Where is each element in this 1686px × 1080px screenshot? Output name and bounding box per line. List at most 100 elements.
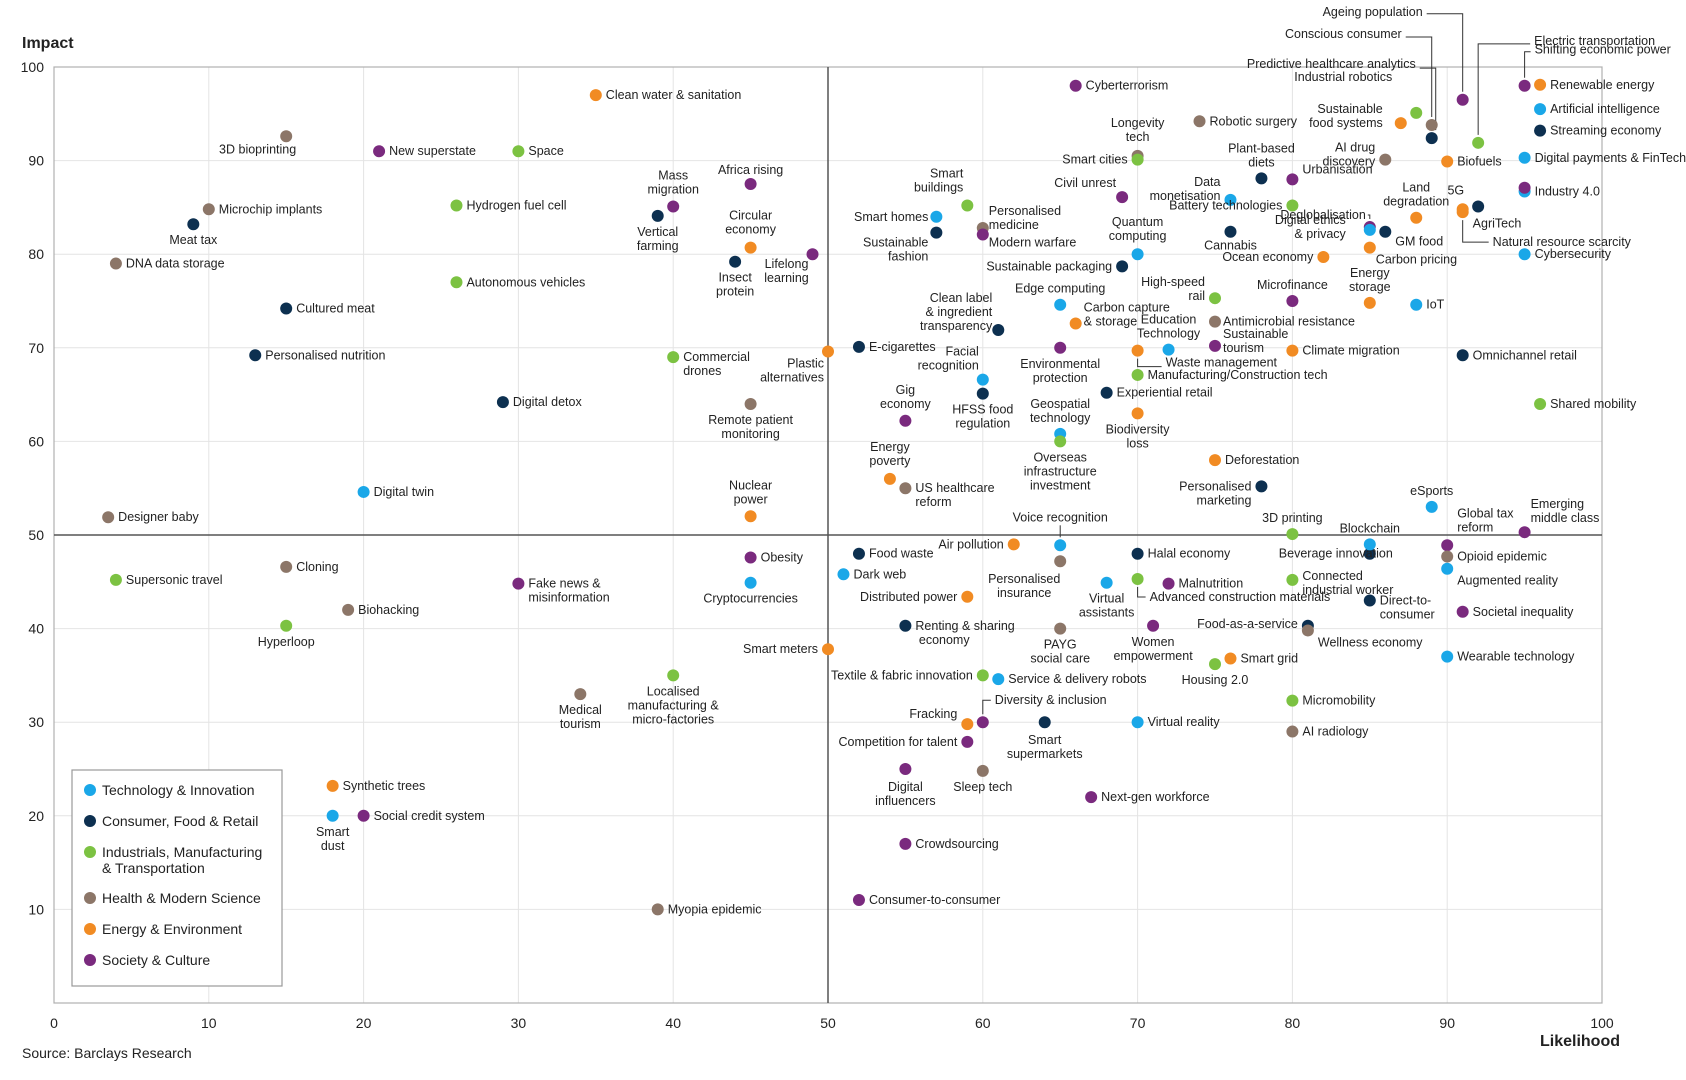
point-5g[interactable] [1472,200,1485,213]
point-food-waste[interactable] [852,547,865,560]
point-antimicrobial-resistance[interactable] [1209,315,1221,328]
point-sustainable-packaging[interactable] [1116,260,1129,273]
point-dark-web[interactable] [837,568,850,581]
point-next-gen-workforce[interactable] [1085,791,1098,804]
point-quantum-computing[interactable] [1131,248,1144,261]
point-iot[interactable] [1410,298,1423,311]
point-energy-storage[interactable] [1363,296,1376,309]
point-halal-economy[interactable] [1131,547,1144,560]
point-esports[interactable] [1425,500,1438,513]
point-voice-recognition[interactable] [1054,539,1067,552]
point-remote-patient-monitoring[interactable] [744,397,757,410]
point-consumer-to-consumer[interactable] [852,894,865,907]
point-personalised-nutrition[interactable] [249,349,262,362]
point-electric-transportation[interactable] [1472,136,1485,149]
point-sustainable-fashion[interactable] [930,226,943,239]
point-advanced-construction-materials[interactable] [1131,572,1144,585]
point-hyperloop[interactable] [280,619,293,632]
point-clean-label-ingredient-transparency[interactable] [992,324,1005,337]
point-blockchain[interactable] [1363,538,1376,551]
point-ai-radiology[interactable] [1286,725,1299,738]
point-designer-baby[interactable] [102,511,115,524]
point-high-speed-rail[interactable] [1209,292,1221,305]
point-societal-inequality[interactable] [1456,605,1469,618]
point-smart-grid[interactable] [1224,652,1237,665]
point-circular-economy[interactable] [744,241,757,254]
point-personalised-insurance[interactable] [1054,555,1067,568]
point-gig-economy[interactable] [899,414,912,427]
point-environmental-protection[interactable] [1054,341,1067,354]
point-civil-unrest[interactable] [1116,191,1129,204]
point-sustainable-tourism[interactable] [1209,339,1221,352]
point-direct-to-consumer[interactable] [1363,594,1376,607]
point-sustainable-food-systems[interactable] [1394,117,1407,130]
point-land-degradation[interactable] [1410,211,1423,224]
point-overseas-infrastructure-investment[interactable] [1054,435,1067,448]
point-commercial-drones[interactable] [667,351,680,364]
point-smart-dust[interactable] [326,809,339,822]
point-micromobility[interactable] [1286,694,1299,707]
point-3d-printing[interactable] [1286,528,1299,541]
point-climate-migration[interactable] [1286,344,1299,357]
point-manufacturing-construction-tech[interactable] [1131,368,1144,381]
point-cultured-meat[interactable] [280,302,293,315]
point-cannabis[interactable] [1224,225,1237,238]
point-connected-industrial-worker[interactable] [1286,573,1299,586]
point-ai-drug-discovery[interactable] [1379,153,1392,166]
point-obesity[interactable] [744,551,757,564]
point-smart-supermarkets[interactable] [1038,716,1051,729]
point-space[interactable] [512,145,525,158]
point-beverage-innovation[interactable] [1363,547,1376,560]
point-cryptocurrencies[interactable] [744,576,757,589]
point-vertical-farming[interactable] [651,209,664,222]
point-lifelong-learning[interactable] [806,248,819,261]
point-ageing-population[interactable] [1456,93,1469,106]
point-personalised-marketing[interactable] [1255,480,1268,493]
point-diversity-inclusion[interactable] [976,716,989,729]
point-modern-warfare[interactable] [976,228,989,241]
point-microchip-implants[interactable] [202,203,215,216]
point-africa-rising[interactable] [744,178,757,190]
point-women-empowerment[interactable] [1147,619,1160,632]
point-social-credit-system[interactable] [357,809,370,822]
point-energy-poverty[interactable] [883,472,896,485]
point-cloning[interactable] [280,560,293,573]
point-localised-manufacturing-micro-factories[interactable] [667,669,680,682]
point-smart-cities[interactable] [1131,153,1144,166]
point-renewable-energy[interactable] [1534,78,1547,91]
point-wellness-economy[interactable] [1301,624,1314,637]
point-wearable-technology[interactable] [1441,650,1454,663]
point-biodiversity-loss[interactable] [1131,407,1144,420]
point-digital-influencers[interactable] [899,763,912,775]
point-omnichannel-retail[interactable] [1456,349,1469,362]
point-us-healthcare-reform[interactable] [899,482,912,495]
point-myopia-epidemic[interactable] [651,903,664,916]
point-virtual-reality[interactable] [1131,716,1144,729]
point-biohacking[interactable] [342,603,355,616]
point-3d-bioprinting[interactable] [280,130,293,143]
point-synthetic-trees[interactable] [326,779,339,792]
point-competition-for-talent[interactable] [961,735,974,748]
point-air-pollution[interactable] [1007,538,1020,551]
point-waste-management[interactable] [1131,344,1144,357]
point-mass-migration[interactable] [667,200,680,213]
point-carbon-pricing[interactable] [1363,241,1376,254]
point-shifting-economic-power[interactable] [1518,79,1531,92]
point-artificial-intelligence[interactable] [1534,103,1547,116]
point-streaming-economy[interactable] [1534,124,1547,137]
point-experiential-retail[interactable] [1100,386,1113,399]
point-fake-news-misinformation[interactable] [512,577,525,590]
point-hfss-food-regulation[interactable] [976,387,989,400]
point-smart-homes[interactable] [930,210,943,223]
point-fracking[interactable] [961,718,974,731]
point-conscious-consumer[interactable] [1425,119,1438,132]
point-robotic-surgery[interactable] [1193,115,1206,128]
point-augmented-reality[interactable] [1441,562,1454,575]
point-cyberterrorism[interactable] [1069,79,1082,92]
point-housing-2-0[interactable] [1209,658,1221,671]
point-new-superstate[interactable] [373,145,386,158]
point-clean-water-sanitation[interactable] [589,89,602,102]
point-meat-tax[interactable] [187,218,200,231]
point-nuclear-power[interactable] [744,510,757,523]
point-smart-buildings[interactable] [961,199,974,212]
